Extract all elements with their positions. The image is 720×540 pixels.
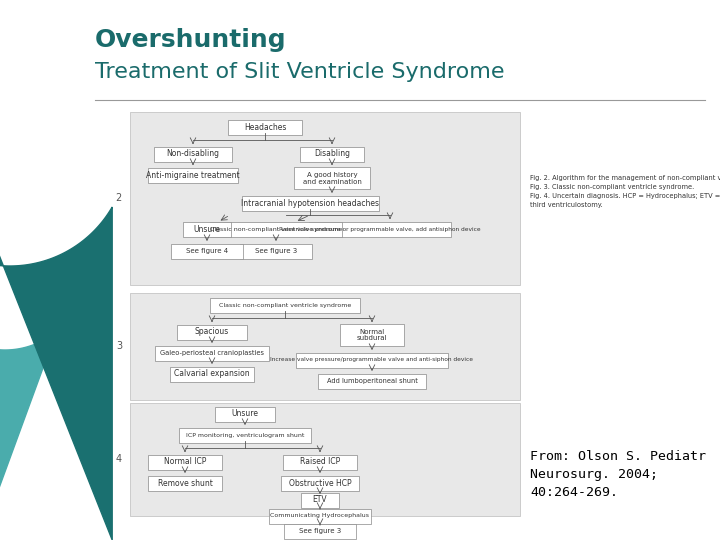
Text: Galeo-periosteal cranioplasties: Galeo-periosteal cranioplasties [160, 350, 264, 356]
FancyBboxPatch shape [294, 167, 370, 189]
FancyBboxPatch shape [177, 325, 247, 340]
FancyBboxPatch shape [309, 221, 451, 237]
Text: Normal
subdural: Normal subdural [356, 328, 387, 341]
FancyBboxPatch shape [296, 353, 448, 368]
Text: Treatment of Slit Ventricle Syndrome: Treatment of Slit Ventricle Syndrome [95, 62, 505, 82]
Text: A good history
and examination: A good history and examination [302, 172, 361, 185]
FancyBboxPatch shape [179, 428, 311, 442]
FancyBboxPatch shape [284, 523, 356, 538]
Text: Unsure: Unsure [232, 409, 258, 418]
FancyBboxPatch shape [155, 346, 269, 361]
FancyBboxPatch shape [210, 298, 360, 313]
Text: See figure 3: See figure 3 [299, 528, 341, 534]
FancyBboxPatch shape [210, 221, 342, 237]
FancyBboxPatch shape [148, 455, 222, 469]
FancyBboxPatch shape [283, 455, 357, 469]
FancyBboxPatch shape [171, 244, 243, 259]
FancyBboxPatch shape [170, 367, 254, 381]
Text: Spacious: Spacious [195, 327, 229, 336]
Polygon shape [0, 188, 112, 540]
FancyBboxPatch shape [130, 112, 520, 285]
Text: 3: 3 [116, 341, 122, 351]
Polygon shape [0, 277, 56, 540]
Text: Unsure: Unsure [194, 225, 220, 233]
Text: Normal ICP: Normal ICP [164, 457, 206, 467]
Text: Communicating Hydrocephalus: Communicating Hydrocephalus [271, 514, 369, 518]
Text: Non-disabling: Non-disabling [166, 150, 220, 159]
FancyBboxPatch shape [318, 374, 426, 388]
Text: See figure 3: See figure 3 [255, 248, 297, 254]
FancyBboxPatch shape [228, 119, 302, 134]
Text: 4: 4 [116, 454, 122, 464]
Text: 2: 2 [116, 193, 122, 203]
FancyBboxPatch shape [130, 293, 520, 400]
FancyBboxPatch shape [130, 403, 520, 516]
FancyBboxPatch shape [148, 476, 222, 490]
FancyBboxPatch shape [148, 167, 238, 183]
Text: Fig. 2. Algorithm for the management of non-compliant ventricle syndrome.
Fig. 3: Fig. 2. Algorithm for the management of … [530, 175, 720, 208]
FancyBboxPatch shape [241, 195, 379, 211]
FancyBboxPatch shape [215, 407, 275, 422]
FancyBboxPatch shape [281, 476, 359, 490]
FancyBboxPatch shape [154, 146, 232, 161]
FancyBboxPatch shape [269, 509, 371, 523]
Text: Obstructive HCP: Obstructive HCP [289, 478, 351, 488]
FancyBboxPatch shape [301, 492, 339, 508]
Text: Add lumboperitoneal shunt: Add lumboperitoneal shunt [327, 378, 418, 384]
FancyBboxPatch shape [183, 221, 231, 237]
Text: Intracranial hypotension headaches: Intracranial hypotension headaches [241, 199, 379, 207]
Text: See figure 4: See figure 4 [186, 248, 228, 254]
Text: Classic non-compliant ventricle syndrome: Classic non-compliant ventricle syndrome [219, 302, 351, 307]
Text: ICP monitoring, ventriculogram shunt: ICP monitoring, ventriculogram shunt [186, 433, 304, 437]
Text: Headaches: Headaches [244, 123, 286, 132]
FancyBboxPatch shape [240, 244, 312, 259]
Text: Classic non-compliant ventricle syndrome: Classic non-compliant ventricle syndrome [210, 226, 342, 232]
Text: Increase valve pressure/programmable valve and anti-siphon device: Increase valve pressure/programmable val… [271, 357, 474, 362]
Text: Calvarial expansion: Calvarial expansion [174, 369, 250, 379]
Text: Anti-migraine treatment: Anti-migraine treatment [146, 171, 240, 179]
FancyBboxPatch shape [340, 324, 404, 346]
FancyBboxPatch shape [300, 146, 364, 161]
Text: Raise valve pressure or programmable valve, add antisiphon device: Raise valve pressure or programmable val… [279, 226, 481, 232]
Text: Raised ICP: Raised ICP [300, 457, 340, 467]
Text: Remove shunt: Remove shunt [158, 478, 212, 488]
Text: From: Olson S. Pediatr
Neurosurg. 2004;
40:264-269.: From: Olson S. Pediatr Neurosurg. 2004; … [530, 450, 706, 499]
Text: Overshunting: Overshunting [95, 28, 287, 52]
Text: Disabling: Disabling [314, 150, 350, 159]
Text: ETV: ETV [312, 496, 328, 504]
